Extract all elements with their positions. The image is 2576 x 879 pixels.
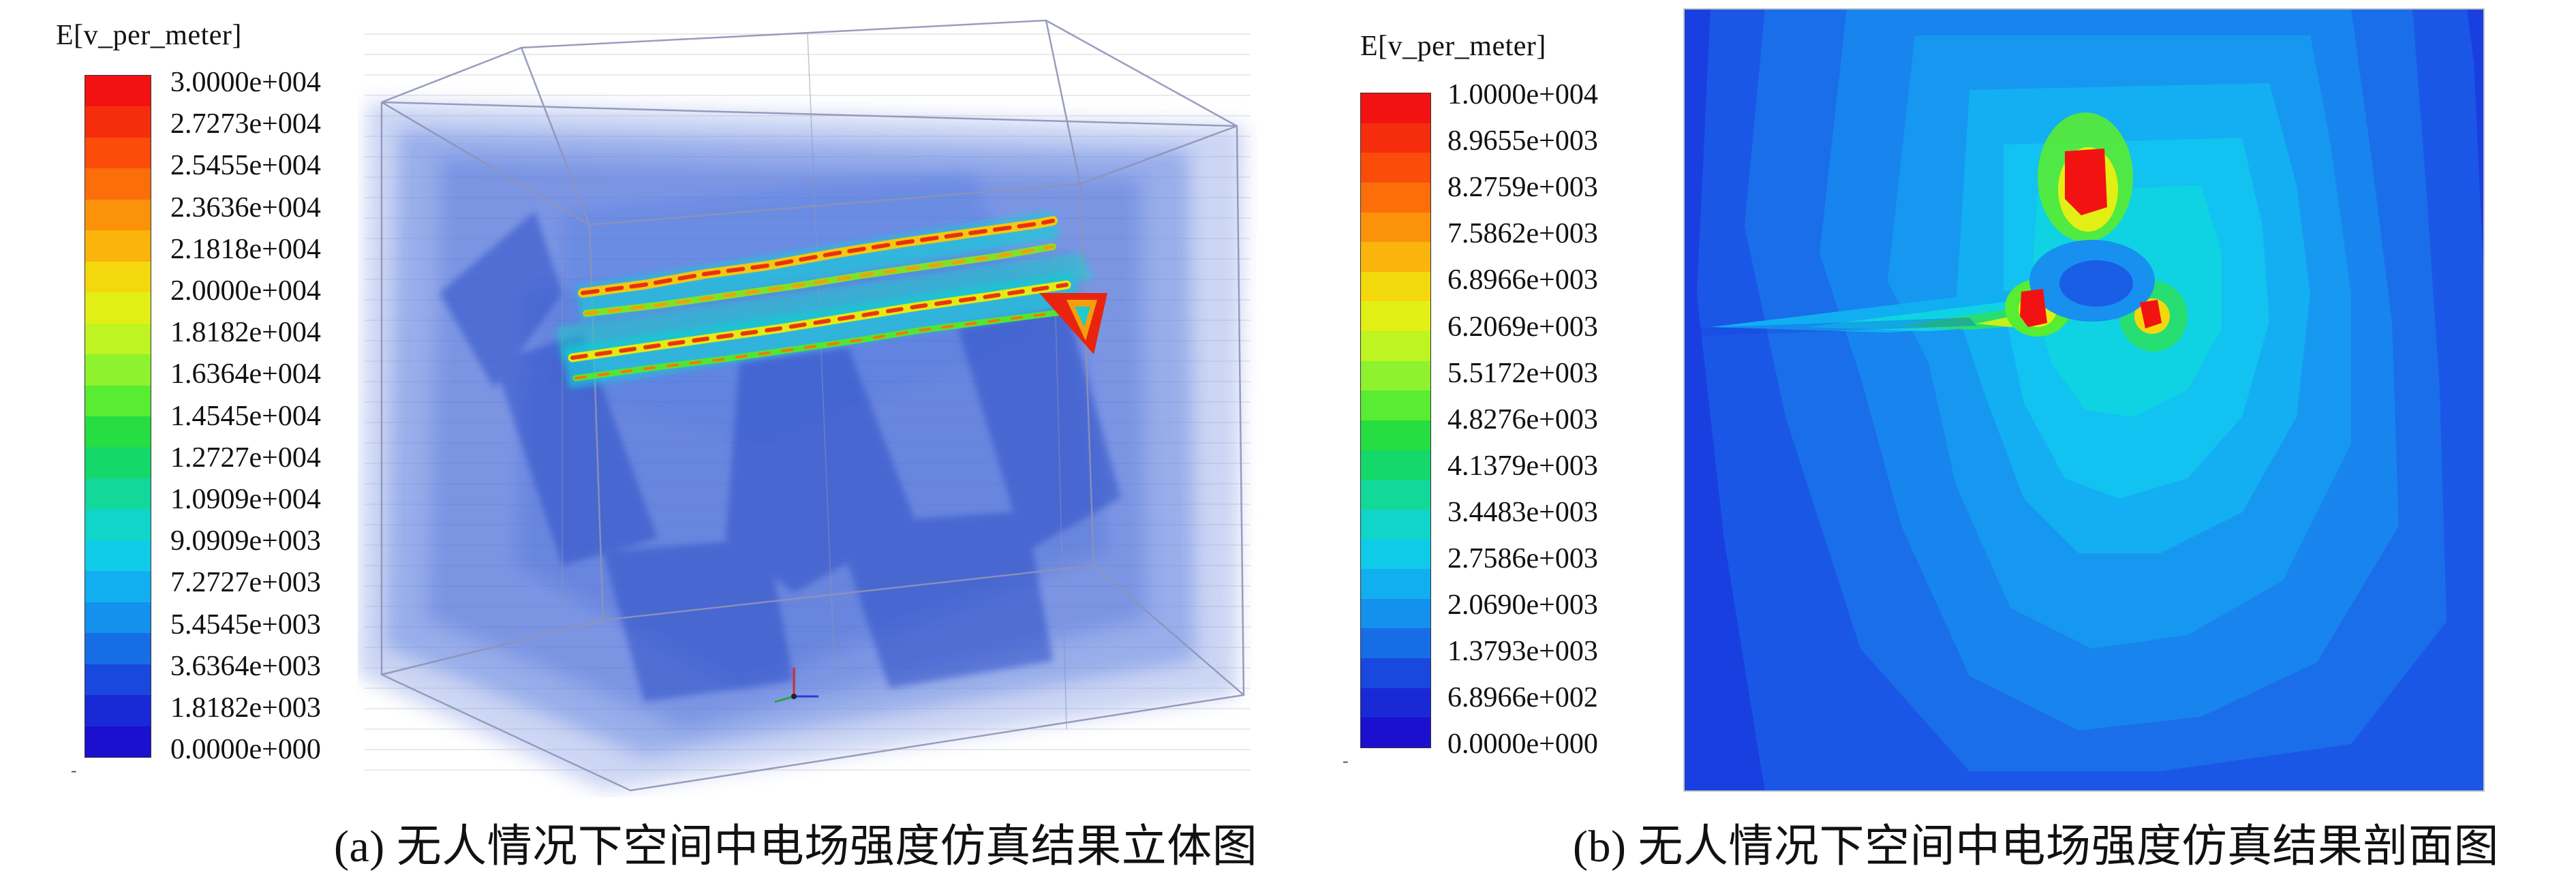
colorbar-band bbox=[85, 106, 151, 138]
colorbar-tick-label: 8.2759e+003 bbox=[1447, 172, 1598, 204]
colorbar-band bbox=[1361, 480, 1430, 510]
colorbar-tick-label: 2.0690e+003 bbox=[1447, 589, 1598, 621]
colorbar-band bbox=[85, 230, 151, 262]
section-field bbox=[1683, 8, 2485, 792]
colorbar-tick-label: 6.8966e+003 bbox=[1447, 264, 1598, 296]
colorbar-band bbox=[1361, 688, 1430, 719]
colorbar-band bbox=[85, 323, 151, 356]
colorbar-band bbox=[85, 354, 151, 386]
colorbar-band bbox=[1361, 539, 1430, 570]
section-border bbox=[1683, 8, 2485, 792]
colorbar-band bbox=[85, 137, 151, 170]
colorbar-tick-label: 0.0000e+000 bbox=[1447, 728, 1598, 760]
colorbar-band bbox=[85, 602, 151, 634]
figure-a: E[v_per_meter] 3.0000e+004 2.7273e+004 2.5… bbox=[56, 19, 1258, 872]
field-structures bbox=[440, 211, 1121, 702]
colorbar-band bbox=[1361, 450, 1430, 481]
colorbar-band bbox=[85, 633, 151, 665]
colorbar-band bbox=[1361, 242, 1430, 273]
colorbar-band bbox=[85, 695, 151, 727]
colorbar-tick-label: 3.6364e+003 bbox=[170, 650, 321, 682]
colorbar-band bbox=[1361, 390, 1430, 421]
colorbar-tick-label: 7.5862e+003 bbox=[1447, 218, 1598, 250]
colorbar-band bbox=[1361, 212, 1430, 243]
colorbar-tick-label: 0.0000e+000 bbox=[170, 734, 321, 766]
colorbar-tick-label: 2.5455e+004 bbox=[170, 150, 321, 182]
colorbar-band bbox=[85, 509, 151, 541]
colorbar-band bbox=[1361, 182, 1430, 213]
colorbar-tick-label: 3.4483e+003 bbox=[1447, 496, 1598, 528]
colorbar-band bbox=[1361, 153, 1430, 183]
colorbar-band bbox=[85, 478, 151, 510]
colorbar-band bbox=[1361, 123, 1430, 154]
colorbar-tick-label: 1.8182e+003 bbox=[170, 692, 321, 724]
colorbar-band bbox=[85, 447, 151, 479]
colorbar-band bbox=[1361, 301, 1430, 333]
colorbar-tick-label: 6.2069e+003 bbox=[1447, 311, 1598, 343]
colorbar-tick-label: 5.5172e+003 bbox=[1447, 357, 1598, 389]
colorbar-b bbox=[1360, 93, 1431, 748]
cube-wireframe bbox=[380, 19, 1245, 792]
caption-a: (a) 无人情况下空间中电场强度仿真结果立体图 bbox=[334, 822, 1258, 872]
colorbar-tick-label: 4.1379e+003 bbox=[1447, 450, 1598, 482]
colorbar-tick-label: 3.0000e+004 bbox=[170, 67, 321, 98]
colorbar-band bbox=[1361, 93, 1430, 124]
colorbar-band bbox=[1361, 598, 1430, 630]
colorbar-tick-label: 2.3636e+004 bbox=[170, 191, 321, 223]
colorbar-band bbox=[85, 199, 151, 232]
colorbar-tick-label: 2.1818e+004 bbox=[170, 233, 321, 265]
hotspot-marker bbox=[1039, 293, 1107, 354]
colorbar-tick-label: 1.6364e+004 bbox=[170, 358, 321, 390]
colorbar-tick-label: 1.4545e+004 bbox=[170, 400, 321, 432]
colorbar-band bbox=[1361, 718, 1430, 747]
scale-marker-a: - bbox=[71, 760, 77, 780]
colorbar-tick-label: 1.8182e+004 bbox=[170, 317, 321, 349]
colorbar-tick-label: 2.7586e+003 bbox=[1447, 543, 1598, 574]
colorbar-band bbox=[1361, 331, 1430, 362]
scale-marker-b: - bbox=[1343, 751, 1349, 771]
colorbar-band bbox=[85, 76, 151, 108]
colorbar-tick-label: 8.9655e+003 bbox=[1447, 125, 1598, 157]
colorbar-band bbox=[1361, 271, 1430, 303]
colorbar-a bbox=[85, 75, 151, 758]
colorbar-tick-label: 1.0909e+004 bbox=[170, 484, 321, 515]
colorbar-band bbox=[1361, 420, 1430, 451]
colorbar-tick-label: 2.7273e+004 bbox=[170, 108, 321, 140]
legend-title-b: E[v_per_meter] bbox=[1360, 31, 1546, 62]
colorbar-band bbox=[85, 416, 151, 448]
legend-title-a: E[v_per_meter] bbox=[56, 20, 242, 51]
colorbar-tick-label: 4.8276e+003 bbox=[1447, 403, 1598, 435]
colorbar-tick-label: 6.8966e+002 bbox=[1447, 682, 1598, 714]
colorbar-tick-label: 9.0909e+003 bbox=[170, 525, 321, 557]
colorbar-band bbox=[1361, 658, 1430, 689]
conductor-lines bbox=[568, 216, 1077, 382]
axis-triad-icon bbox=[774, 668, 818, 703]
colorbar-band bbox=[1361, 628, 1430, 660]
colorbar-tick-label: 1.3793e+003 bbox=[1447, 636, 1598, 668]
colorbar-band bbox=[85, 168, 151, 200]
colorbar-tick-label: 2.0000e+004 bbox=[170, 275, 321, 307]
figure-b: E[v_per_meter] 1.0000e+004 8.9655e+003 8.2… bbox=[1288, 0, 2576, 879]
colorbar-band bbox=[85, 292, 151, 324]
colorbar-band bbox=[1361, 360, 1430, 392]
colorbar-band bbox=[85, 385, 151, 417]
colorbar-band bbox=[85, 664, 151, 696]
colorbar-tick-label: 7.2727e+003 bbox=[170, 567, 321, 599]
colorbar-band bbox=[85, 261, 151, 294]
colorbar-band bbox=[85, 571, 151, 603]
colorbar-tick-label: 1.0000e+004 bbox=[1447, 79, 1598, 110]
field-section-view bbox=[1683, 8, 2485, 792]
colorbar-band bbox=[85, 540, 151, 572]
colorbar-band bbox=[1361, 569, 1430, 600]
colorbar-band bbox=[85, 726, 151, 757]
field-3d-view bbox=[358, 19, 1251, 792]
colorbar-tick-label: 1.2727e+004 bbox=[170, 442, 321, 474]
caption-b: (b) 无人情况下空间中电场强度仿真结果剖面图 bbox=[1573, 822, 2499, 872]
colorbar-band bbox=[1361, 509, 1430, 540]
colorbar-tick-label: 5.4545e+003 bbox=[170, 608, 321, 641]
